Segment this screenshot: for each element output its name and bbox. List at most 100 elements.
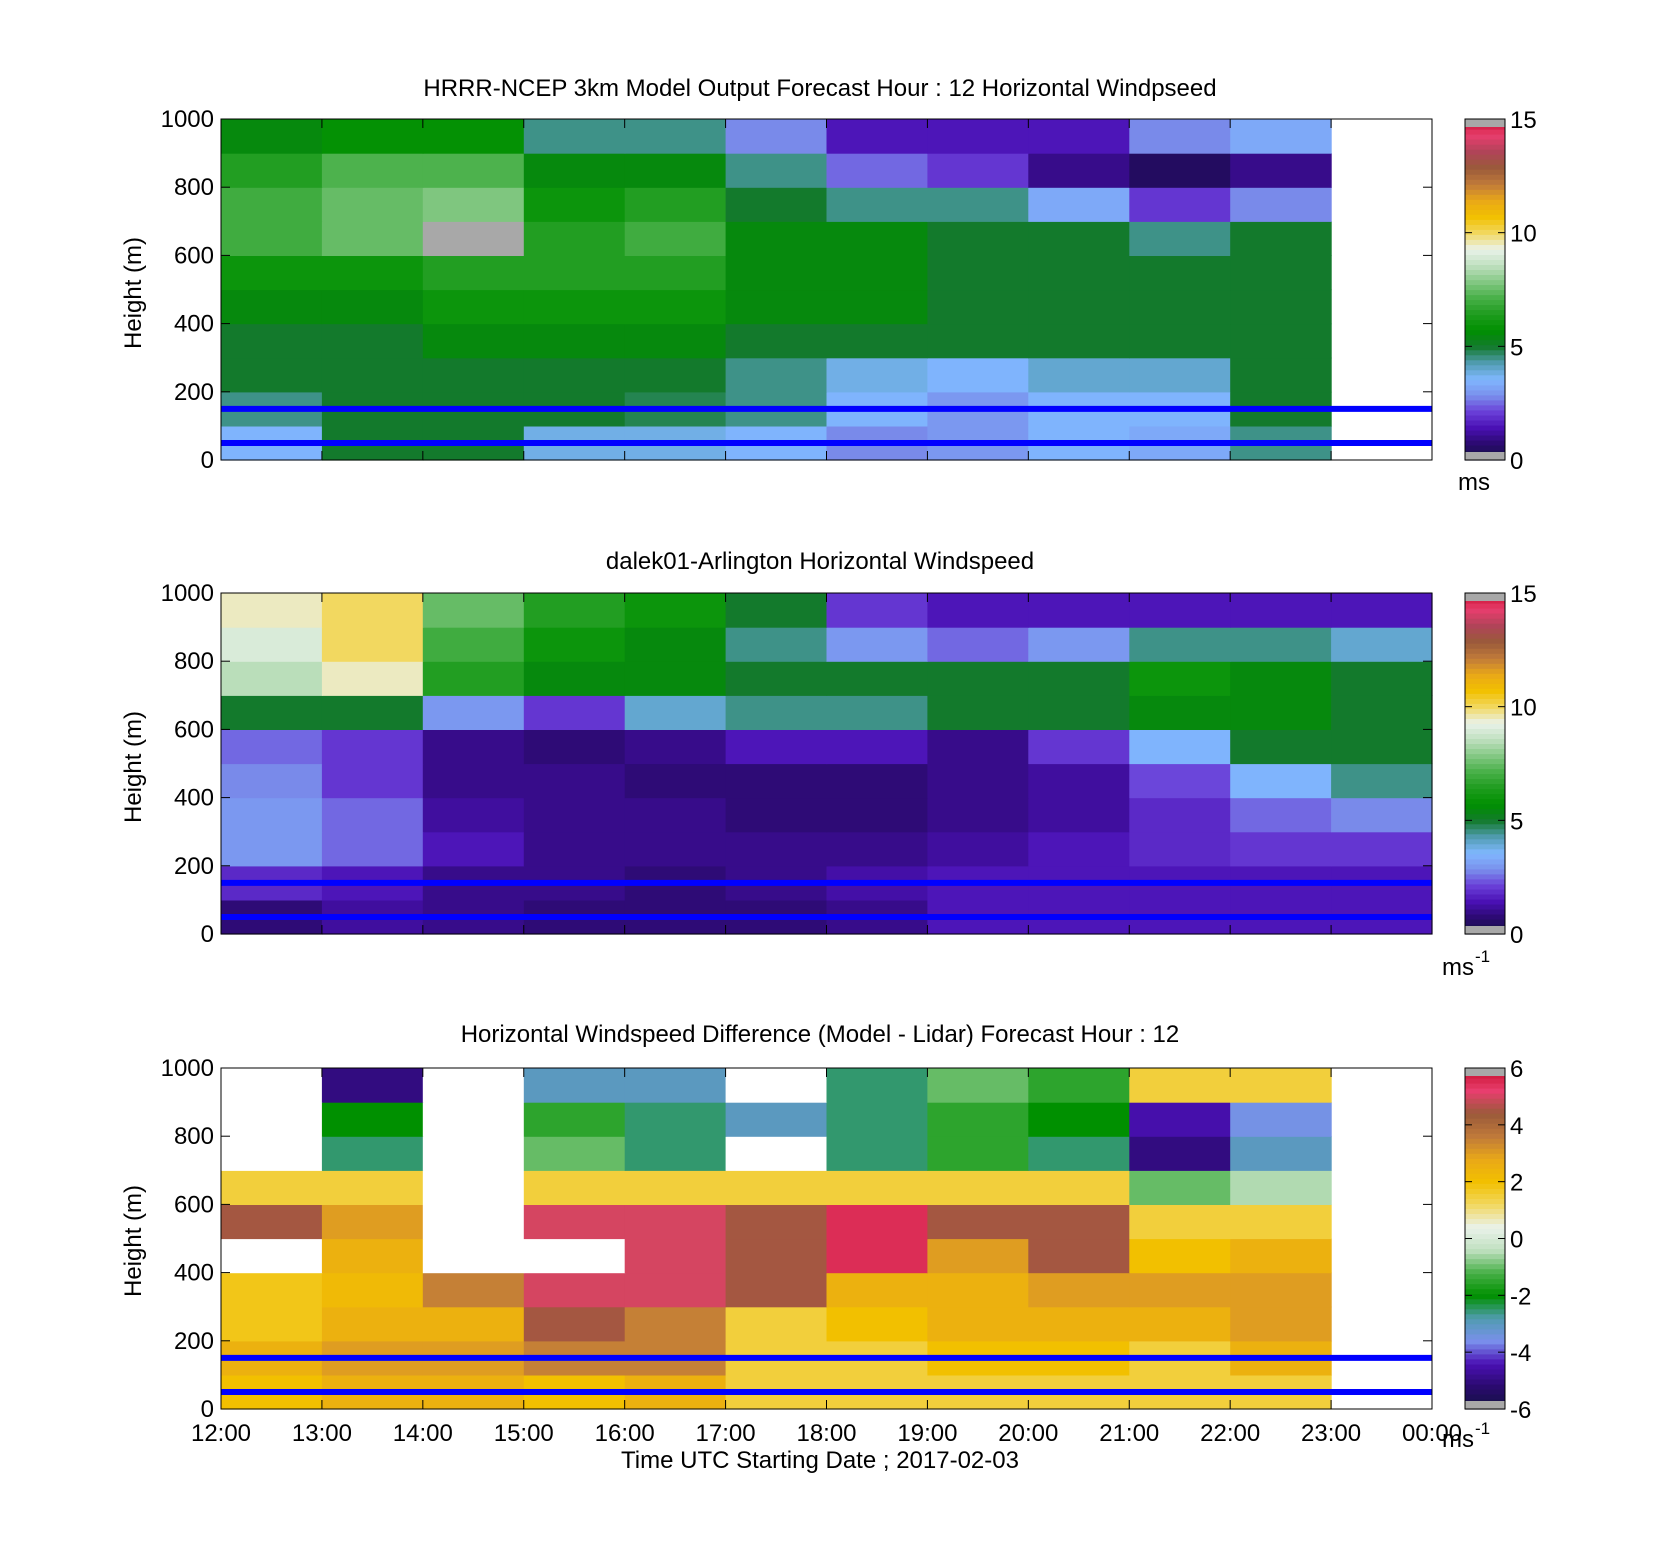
heatmap-cell xyxy=(321,1306,424,1342)
colorbar-step xyxy=(1465,878,1505,885)
heatmap-cell xyxy=(422,593,525,628)
colorbar-tick-label: -6 xyxy=(1510,1397,1531,1424)
colorbar-step xyxy=(1465,224,1505,230)
heatmap-cell xyxy=(321,255,424,291)
colorbar-cap xyxy=(1465,452,1505,460)
colorbar-tick-label: 6 xyxy=(1510,1056,1523,1083)
colorbar-step xyxy=(1465,254,1505,260)
colorbar-step xyxy=(1465,294,1505,301)
heatmap-cell xyxy=(321,661,424,696)
y-tick-label: 0 xyxy=(201,921,214,948)
colorbar-step xyxy=(1465,1348,1505,1355)
heatmap-cell xyxy=(321,695,424,730)
heatmap-cell xyxy=(422,1068,525,1103)
heatmap-cell xyxy=(725,627,828,662)
heatmap-cell xyxy=(1129,255,1231,291)
colorbar-step xyxy=(1465,1378,1505,1385)
heatmap-cell xyxy=(321,763,424,799)
heatmap-cell xyxy=(624,1102,727,1137)
heatmap-cell xyxy=(422,661,525,696)
colorbar-step xyxy=(1465,159,1505,165)
heatmap-cell xyxy=(826,323,928,359)
heatmap-cell xyxy=(1028,289,1130,325)
model-colorbar-unit: ms xyxy=(1458,469,1490,496)
heatmap-cell xyxy=(725,1102,828,1137)
x-tick-label: 14:00 xyxy=(393,1420,453,1447)
lidar-colorbar-unit-exp: -1 xyxy=(1475,947,1490,966)
heatmap-cell xyxy=(221,593,323,628)
colorbar-step xyxy=(1465,1228,1505,1235)
heatmap-cell xyxy=(826,1238,928,1274)
lidar-colorbar-unit: ms xyxy=(1442,954,1474,981)
heatmap-cell xyxy=(321,1238,424,1274)
colorbar-step xyxy=(1465,184,1505,190)
heatmap-cell xyxy=(1230,729,1332,765)
y-tick-label: 200 xyxy=(174,853,214,880)
heatmap-cell xyxy=(321,593,424,628)
colorbar-step xyxy=(1465,274,1505,281)
heatmap-cell xyxy=(1129,187,1231,222)
heatmap-cell xyxy=(321,1170,424,1205)
colorbar-step xyxy=(1465,778,1505,785)
heatmap-cell xyxy=(927,289,1029,325)
colorbar-step xyxy=(1465,339,1505,346)
colorbar-tick-label: 2 xyxy=(1510,1170,1523,1197)
colorbar-step xyxy=(1465,758,1505,765)
colorbar-step xyxy=(1465,329,1505,336)
colorbar-step xyxy=(1465,1143,1505,1149)
colorbar-step xyxy=(1465,1338,1505,1345)
heatmap-cell xyxy=(624,729,727,765)
colorbar-tick-label: 5 xyxy=(1510,808,1523,835)
colorbar-step xyxy=(1465,1233,1505,1240)
heatmap-cell xyxy=(725,1272,828,1308)
colorbar-step xyxy=(1465,409,1505,416)
heatmap-cell xyxy=(523,627,626,662)
colorbar-step xyxy=(1465,414,1505,421)
heatmap-cell xyxy=(221,119,323,154)
colorbar-step xyxy=(1465,1358,1505,1365)
heatmap-cell xyxy=(1230,627,1332,662)
colorbar-step xyxy=(1465,698,1505,704)
colorbar-step xyxy=(1465,309,1505,316)
colorbar-step xyxy=(1465,643,1505,649)
colorbar-step xyxy=(1465,209,1505,215)
colorbar-step xyxy=(1465,813,1505,820)
heatmap-cell xyxy=(321,1272,424,1308)
heatmap-cell xyxy=(826,593,928,628)
heatmap-cell xyxy=(927,729,1029,765)
colorbar-step xyxy=(1465,179,1505,185)
heatmap-cell xyxy=(927,1238,1029,1274)
heatmap-cell xyxy=(826,153,928,188)
heatmap-cell xyxy=(725,1068,828,1103)
colorbar-step xyxy=(1465,1303,1505,1310)
heatmap-cell xyxy=(422,763,525,799)
colorbar-step xyxy=(1465,678,1505,684)
heatmap-cell xyxy=(927,221,1029,256)
colorbar-step xyxy=(1465,1243,1505,1250)
heatmap-cell xyxy=(523,695,626,730)
colorbar-step xyxy=(1465,618,1505,624)
colorbar-cap xyxy=(1465,926,1505,934)
model-ylabel: Height (m) xyxy=(120,237,147,349)
colorbar-step xyxy=(1465,129,1505,135)
colorbar-step xyxy=(1465,708,1505,714)
colorbar-step xyxy=(1465,1163,1505,1169)
colorbar-step xyxy=(1465,424,1505,431)
heatmap-cell xyxy=(523,187,626,222)
heatmap-cell xyxy=(1028,1272,1130,1308)
heatmap-cell xyxy=(1028,221,1130,256)
colorbar-step xyxy=(1465,693,1505,699)
colorbar-step xyxy=(1465,289,1505,296)
y-tick-label: 800 xyxy=(174,174,214,201)
colorbar-step xyxy=(1465,434,1505,441)
heatmap-cell xyxy=(321,1102,424,1137)
colorbar-step xyxy=(1465,728,1505,734)
heatmap-cell xyxy=(927,153,1029,188)
colorbar-step xyxy=(1465,1113,1505,1119)
colorbar-step xyxy=(1465,319,1505,326)
heatmap-cell xyxy=(826,1102,928,1137)
colorbar-step xyxy=(1465,868,1505,875)
colorbar-step xyxy=(1465,369,1505,376)
x-tick-label: 00:00 xyxy=(1402,1420,1462,1447)
